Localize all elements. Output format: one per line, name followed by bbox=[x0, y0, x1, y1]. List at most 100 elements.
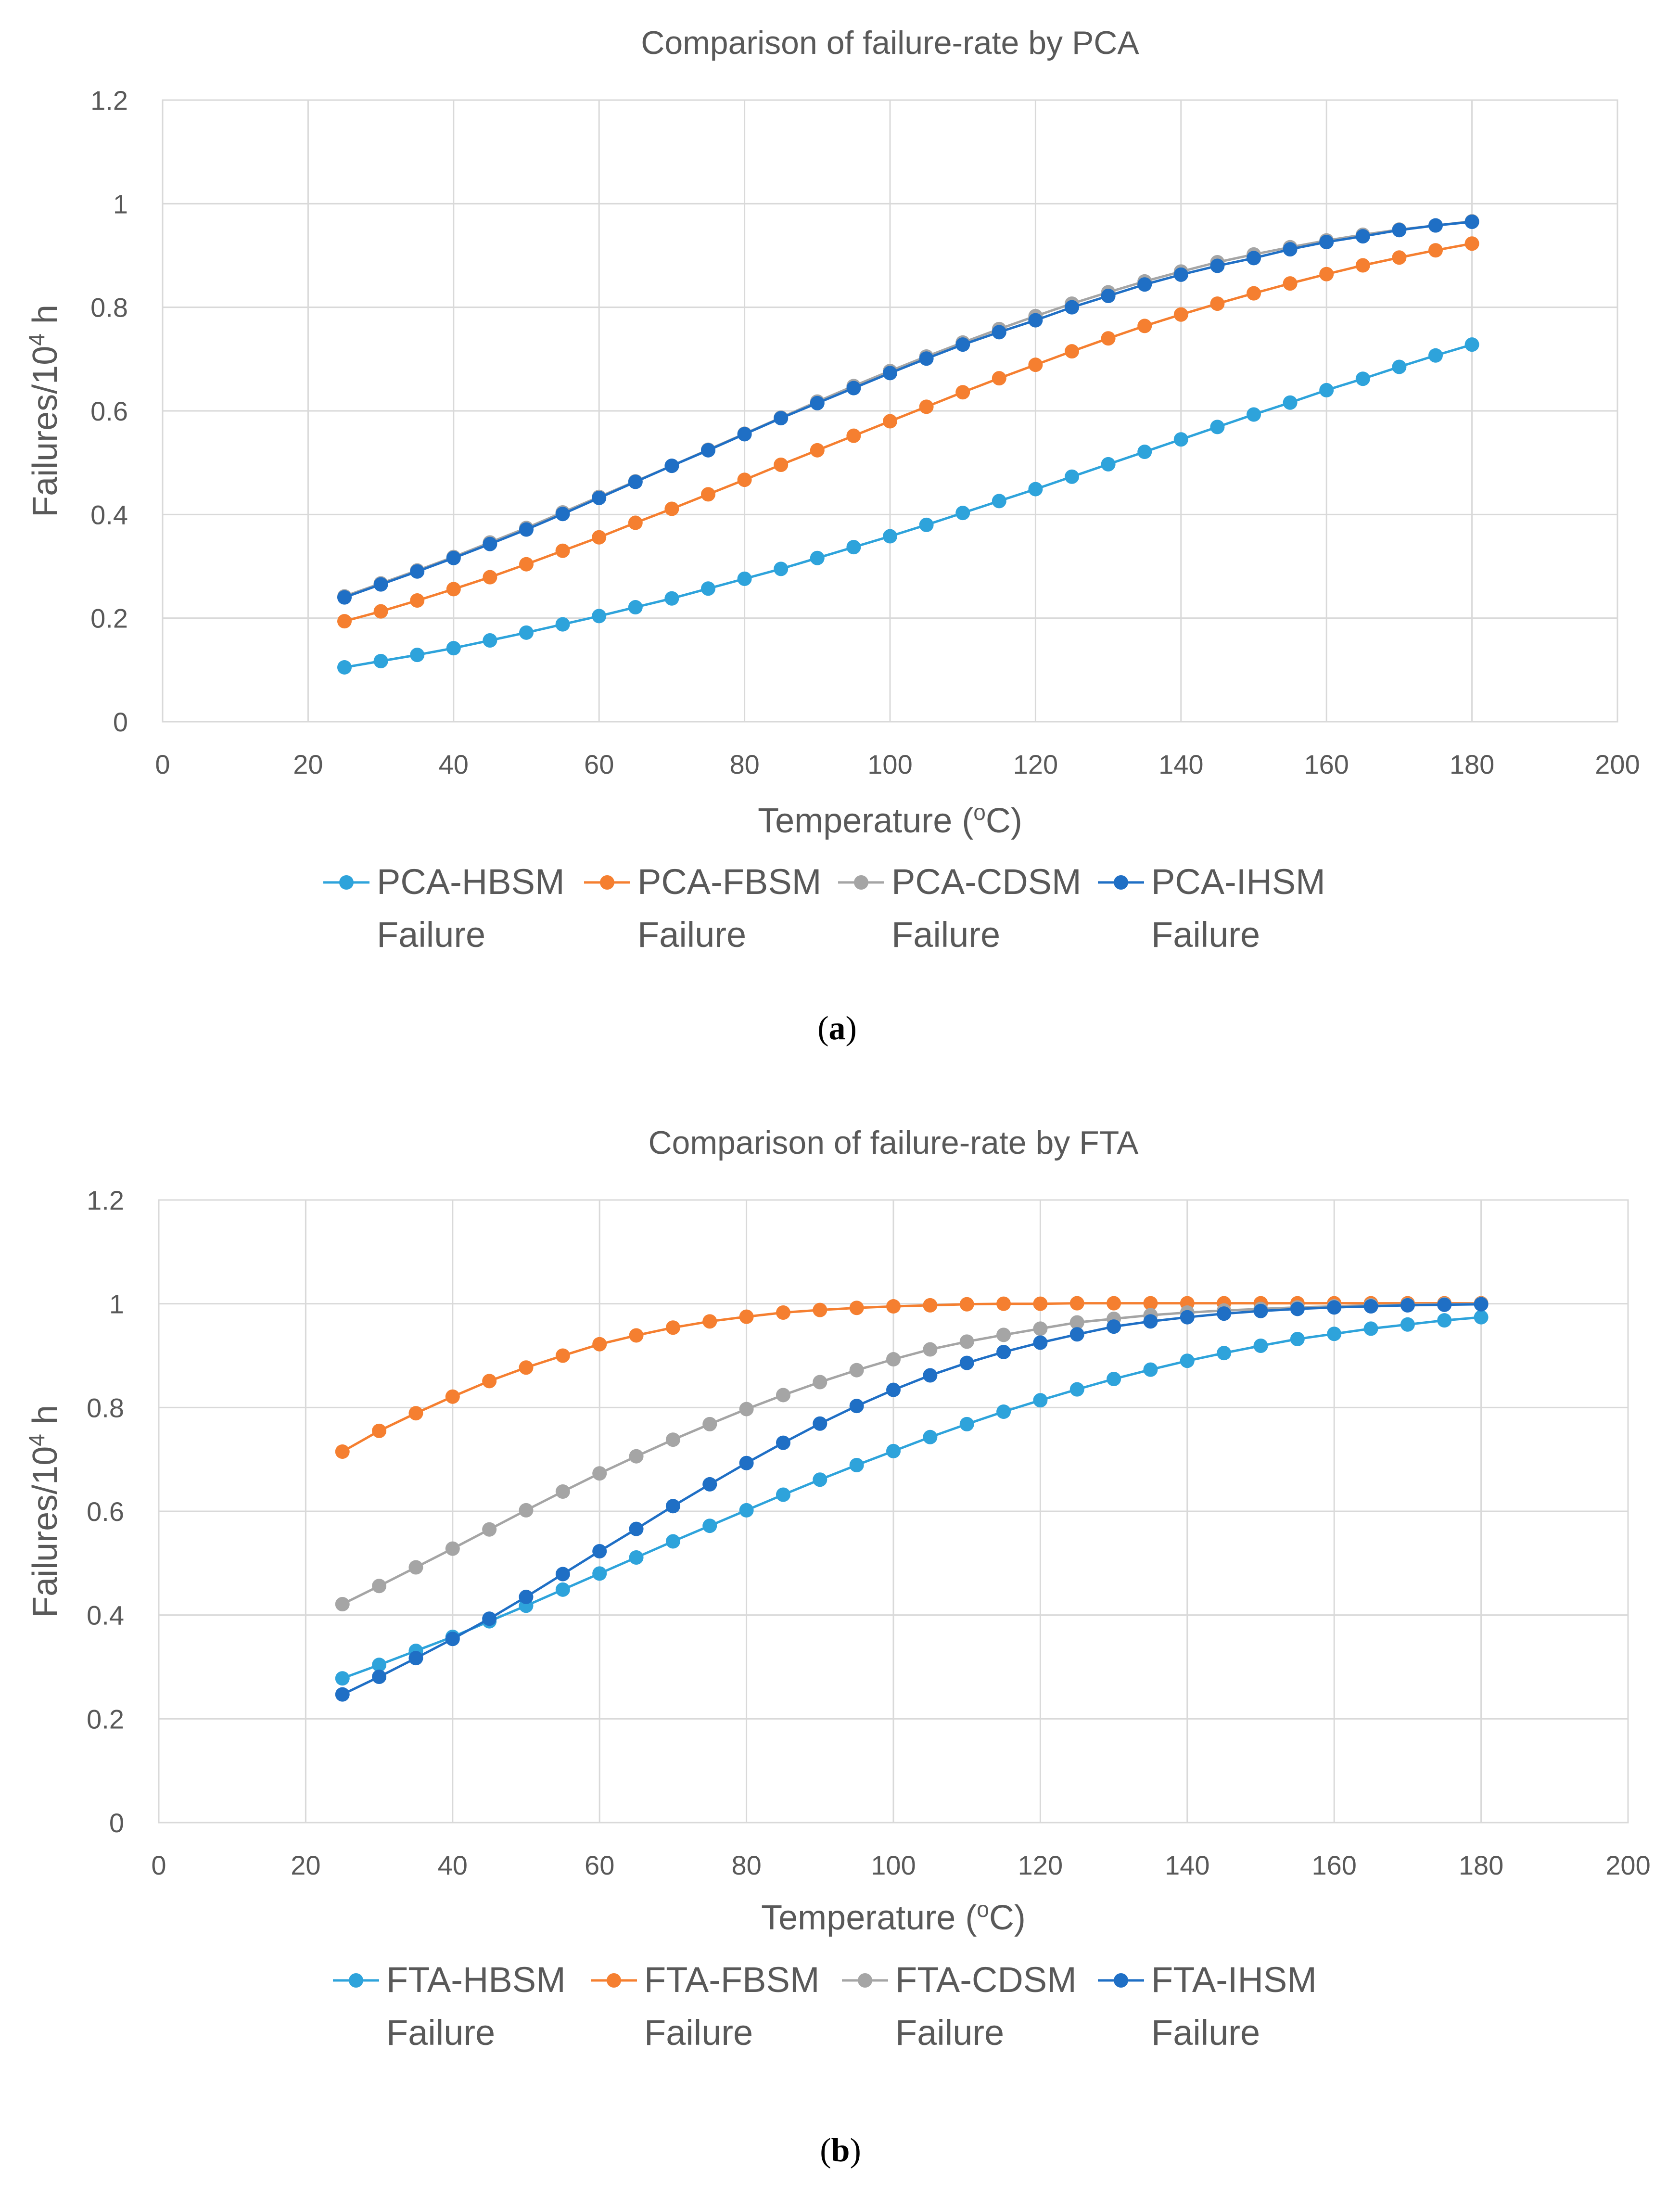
x-tick-label: 120 bbox=[1013, 749, 1058, 779]
data-point-ihsm bbox=[996, 1344, 1011, 1359]
legend-label-cdsm: FTA-CDSM bbox=[895, 1960, 1077, 2000]
y-tick-label: 1 bbox=[113, 189, 128, 219]
x-tick-label: 180 bbox=[1459, 1850, 1503, 1880]
data-point-fbsm bbox=[555, 543, 570, 558]
data-point-hbsm bbox=[1428, 348, 1443, 363]
data-point-hbsm bbox=[1253, 1339, 1268, 1353]
legend-marker-ihsm bbox=[1114, 1973, 1128, 1988]
data-point-ihsm bbox=[1033, 1335, 1048, 1350]
data-point-ihsm bbox=[408, 1651, 423, 1666]
figure-caption: (b) bbox=[820, 2132, 861, 2169]
data-point-ihsm bbox=[1355, 229, 1370, 244]
data-point-ihsm bbox=[739, 1455, 754, 1470]
data-point-fbsm bbox=[992, 371, 1006, 386]
data-point-ihsm bbox=[886, 1382, 901, 1397]
legend-marker-hbsm bbox=[349, 1973, 363, 1988]
data-point-ihsm bbox=[923, 1368, 938, 1383]
plot-area-frame bbox=[158, 1199, 1629, 1824]
data-point-hbsm bbox=[628, 600, 643, 615]
data-point-ihsm bbox=[1283, 242, 1298, 257]
x-tick-label: 60 bbox=[584, 749, 614, 779]
data-point-fbsm bbox=[337, 614, 352, 629]
data-point-hbsm bbox=[737, 571, 752, 586]
data-point-ihsm bbox=[337, 590, 352, 605]
data-point-hbsm bbox=[592, 609, 607, 624]
x-tick-label: 120 bbox=[1018, 1850, 1063, 1880]
x-tick-label: 20 bbox=[293, 749, 323, 779]
x-tick-label: 60 bbox=[585, 1850, 614, 1880]
y-tick-label: 1 bbox=[109, 1289, 124, 1319]
data-point-ihsm bbox=[1400, 1298, 1415, 1313]
data-point-ihsm bbox=[813, 1416, 827, 1431]
legend-label-fbsm: FTA-FBSM bbox=[644, 1960, 819, 2000]
data-point-fbsm bbox=[592, 1337, 607, 1352]
data-point-ihsm bbox=[846, 381, 861, 396]
data-point-cdsm bbox=[555, 1484, 570, 1499]
data-point-hbsm bbox=[410, 648, 425, 663]
x-tick-label: 0 bbox=[151, 1850, 166, 1880]
data-point-ihsm bbox=[483, 536, 497, 551]
y-tick-label: 1.2 bbox=[90, 85, 128, 115]
series-line-ihsm bbox=[344, 220, 1472, 599]
data-point-fbsm bbox=[592, 530, 607, 545]
data-point-hbsm bbox=[996, 1404, 1011, 1419]
data-point-ihsm bbox=[373, 577, 388, 592]
data-point-ihsm bbox=[1247, 251, 1261, 266]
data-point-ihsm bbox=[1101, 288, 1116, 303]
data-point-fbsm bbox=[1028, 357, 1043, 372]
legend-marker-hbsm bbox=[339, 875, 354, 890]
data-point-hbsm bbox=[1069, 1382, 1084, 1397]
data-point-fbsm bbox=[1392, 250, 1407, 265]
x-tick-label: 140 bbox=[1158, 749, 1203, 779]
data-point-fbsm bbox=[996, 1296, 1011, 1311]
data-point-hbsm bbox=[1217, 1346, 1232, 1361]
data-point-cdsm bbox=[1069, 1315, 1084, 1330]
data-point-hbsm bbox=[1247, 407, 1261, 422]
data-point-cdsm bbox=[1033, 1321, 1048, 1336]
data-point-cdsm bbox=[372, 1579, 387, 1594]
legend-label-line2-cdsm: Failure bbox=[891, 915, 1000, 955]
x-tick-label: 80 bbox=[731, 1850, 761, 1880]
x-tick-label: 100 bbox=[871, 1850, 916, 1880]
data-point-ihsm bbox=[1107, 1319, 1121, 1334]
data-point-fbsm bbox=[408, 1406, 423, 1421]
data-point-fbsm bbox=[628, 515, 643, 530]
series-line-fbsm bbox=[344, 242, 1473, 623]
data-point-fbsm bbox=[1069, 1296, 1084, 1311]
data-point-hbsm bbox=[883, 529, 897, 544]
series-line-cdsm bbox=[344, 220, 1472, 598]
data-point-fbsm bbox=[737, 472, 752, 487]
data-point-cdsm bbox=[629, 1449, 644, 1464]
x-tick-label: 40 bbox=[438, 1850, 468, 1880]
data-point-ihsm bbox=[445, 1632, 460, 1646]
data-point-hbsm bbox=[335, 1671, 350, 1686]
data-point-cdsm bbox=[739, 1402, 754, 1417]
data-point-ihsm bbox=[1143, 1314, 1158, 1329]
data-point-ihsm bbox=[1474, 1297, 1489, 1312]
data-point-hbsm bbox=[886, 1443, 901, 1458]
y-tick-label: 0.2 bbox=[87, 1704, 124, 1734]
data-point-fbsm bbox=[482, 1374, 497, 1389]
data-point-ihsm bbox=[410, 564, 425, 579]
legend-label-ihsm: PCA-IHSM bbox=[1151, 862, 1325, 902]
x-tick-label: 80 bbox=[729, 749, 759, 779]
data-point-cdsm bbox=[482, 1522, 497, 1537]
legend-marker-fbsm bbox=[607, 1973, 621, 1988]
data-point-hbsm bbox=[1065, 469, 1079, 484]
data-point-fbsm bbox=[1137, 319, 1152, 333]
data-point-hbsm bbox=[774, 562, 789, 576]
legend-marker-cdsm bbox=[854, 875, 868, 890]
data-point-ihsm bbox=[810, 396, 825, 410]
legend-marker-ihsm bbox=[1114, 875, 1128, 890]
data-point-ihsm bbox=[665, 1499, 680, 1514]
data-point-hbsm bbox=[846, 540, 861, 555]
y-axis-label: Failures/104 h bbox=[24, 1405, 64, 1618]
data-point-hbsm bbox=[555, 617, 570, 632]
legend-label-line2-ihsm: Failure bbox=[1151, 915, 1260, 955]
data-point-ihsm bbox=[1065, 300, 1079, 315]
legend-label-fbsm: PCA-FBSM bbox=[637, 862, 821, 902]
data-point-fbsm bbox=[774, 457, 789, 472]
data-point-cdsm bbox=[335, 1597, 350, 1612]
